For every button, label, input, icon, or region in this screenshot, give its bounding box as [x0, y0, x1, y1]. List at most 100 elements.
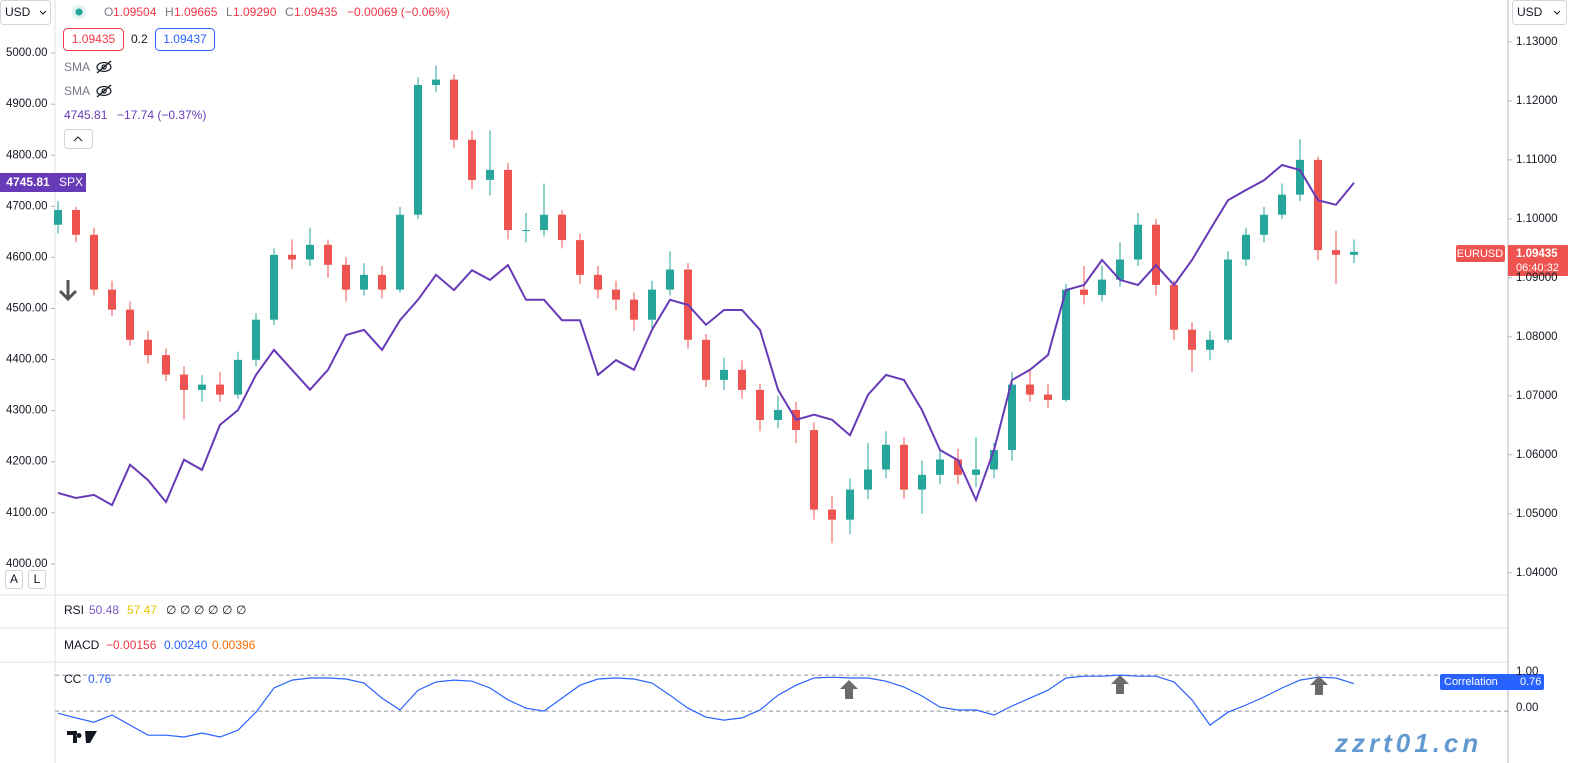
candle-body [1260, 214, 1268, 235]
auto-scale-label: A [10, 572, 18, 586]
status-dot [75, 8, 83, 16]
candle-body [1242, 234, 1250, 260]
spx-price-value: 4745.81 [6, 175, 50, 189]
auto-scale-button[interactable] [5, 570, 23, 589]
rsi-value: 57.47 [127, 603, 157, 617]
rsi-value: ∅ [194, 603, 204, 617]
candle-body [1278, 194, 1286, 215]
signal-arrow-down [58, 280, 78, 302]
spx-name: SPX [59, 175, 83, 189]
last-price-label [1508, 245, 1568, 276]
symbol-label [1456, 245, 1505, 262]
candle-body [54, 209, 62, 225]
candle-body [1224, 259, 1232, 340]
collapse-button[interactable] [64, 129, 93, 149]
signal-arrow-up [1111, 675, 1129, 694]
y2-tick-label: 4300.00 [6, 405, 48, 417]
candle-body [252, 319, 260, 360]
ohlc-label: L [226, 5, 233, 19]
candle-body [72, 209, 80, 235]
candle-body [918, 474, 926, 490]
candle-body [378, 274, 386, 290]
candle-body [1134, 224, 1142, 260]
y-tick-label: 1.07000 [1516, 390, 1558, 402]
candle-body [324, 244, 332, 265]
cc-label-name: Correlation [1444, 676, 1498, 688]
spread: 0.2 [131, 32, 148, 46]
rsi-value: ∅ [236, 603, 246, 617]
candle-body [720, 369, 728, 380]
candle-body [612, 289, 620, 300]
y-tick-label: 1.05000 [1516, 508, 1558, 520]
sell-button[interactable] [63, 28, 124, 51]
candle-body [396, 214, 404, 290]
ohlc-label: C [285, 5, 294, 19]
watermark: zzrt01.cn [1334, 728, 1482, 758]
candle-body [630, 299, 638, 320]
rsi-value: ∅ [180, 603, 190, 617]
rsi-value: 50.48 [89, 603, 119, 617]
candle-body [990, 450, 998, 470]
buy-button[interactable] [155, 28, 215, 51]
candle-body [432, 79, 440, 85]
symbol-name: EURUSD [1457, 248, 1504, 260]
candle-body [342, 264, 350, 290]
candle-body [450, 79, 458, 140]
candle-body [1314, 159, 1322, 251]
y2-tick-label: 4900.00 [6, 98, 48, 110]
candle-body [468, 139, 476, 180]
currency-select[interactable] [1512, 0, 1567, 25]
candle-body [360, 274, 368, 290]
y2-tick-label: 4400.00 [6, 354, 48, 366]
candle-body [1188, 329, 1196, 350]
y-tick-label: 1.11000 [1516, 154, 1557, 166]
y2-tick-label: 5000.00 [6, 47, 48, 59]
ohlc-value: 1.09290 [233, 5, 277, 19]
hidden-icon[interactable] [96, 84, 112, 98]
candle-body [306, 244, 314, 260]
candle-body [486, 169, 494, 180]
sma-label: SMA [64, 60, 90, 74]
cc-label [1440, 674, 1544, 690]
candle-body [828, 509, 836, 520]
change: −0.00069 (−0.06%) [347, 5, 450, 19]
candle-body [108, 289, 116, 310]
currency-select[interactable] [0, 0, 51, 25]
candle-body [126, 309, 134, 340]
y2-tick-label: 4200.00 [6, 456, 48, 468]
candle-body [900, 444, 908, 490]
y-tick-label: 1.08000 [1516, 331, 1558, 343]
candle-body [198, 384, 206, 390]
hidden-icon[interactable] [96, 60, 112, 74]
log-scale-button[interactable] [28, 570, 46, 589]
y2-tick-label: 4100.00 [6, 507, 48, 519]
chevron [39, 10, 47, 15]
y-tick-label: 1.04000 [1516, 567, 1558, 579]
rsi-value: ∅ [208, 603, 218, 617]
candle-body [144, 339, 152, 356]
candle-body [864, 469, 872, 490]
candle-body [756, 389, 764, 420]
candle-body [666, 269, 674, 290]
y-tick-label: 1.06000 [1516, 449, 1558, 461]
candle-body [1350, 251, 1358, 255]
candle-body [774, 409, 782, 420]
rsi-name: RSI [64, 603, 84, 617]
cc-name: CC [64, 672, 82, 686]
macd-value: 0.00240 [164, 638, 208, 652]
indicator-line [57, 674, 1355, 738]
candle-body [234, 359, 242, 395]
candle-body [558, 214, 566, 241]
rsi-value: ∅ [166, 603, 176, 617]
rsi-value: ∅ [222, 603, 232, 617]
cc-value: 0.76 [88, 672, 112, 686]
log-scale-label: L [34, 572, 41, 586]
candle-body [1080, 289, 1088, 295]
candle-body [1044, 394, 1052, 400]
candle-body [1332, 250, 1340, 255]
candle-body [702, 339, 710, 380]
last-price: 1.09435 [1516, 248, 1558, 260]
spx-price-label [0, 173, 56, 192]
candle-body [504, 169, 512, 231]
